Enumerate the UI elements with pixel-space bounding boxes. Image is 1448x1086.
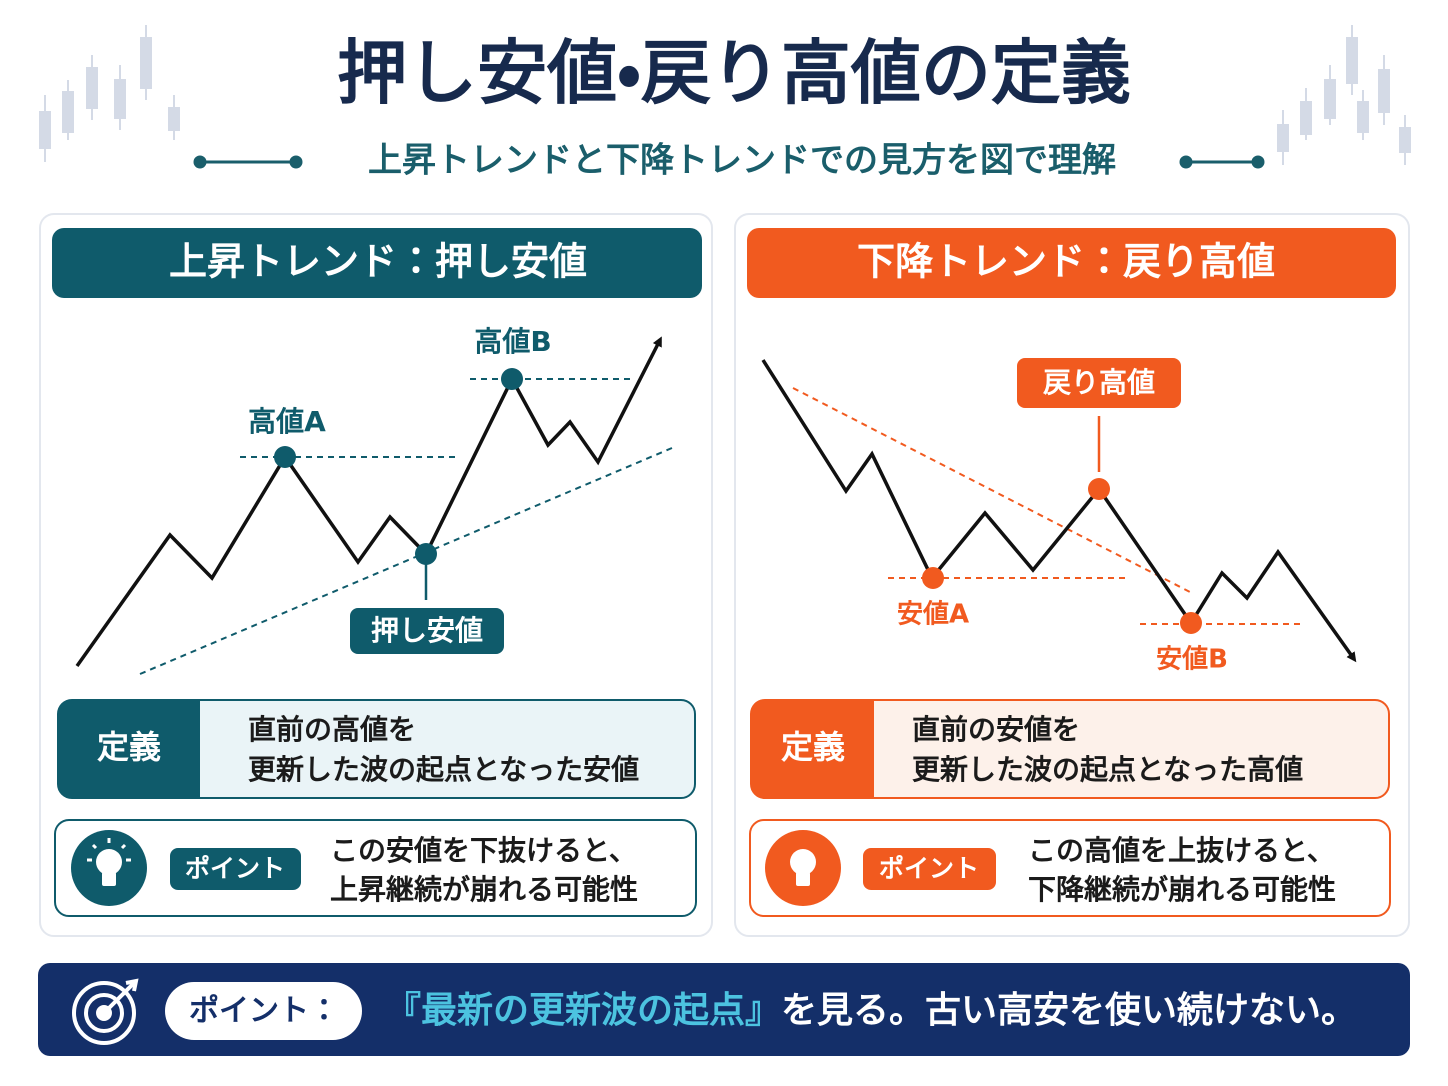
def-tag-down [751,700,874,798]
label-key-down: 戻り高値 [1042,366,1155,399]
subtitle: 上昇トレンドと下降トレンドでの見方を図で理解 [368,141,1116,181]
label-key-up: 押し安値 [371,614,483,647]
subtitle-deco [193,155,1265,169]
footer-label: ポイント： [189,994,339,1029]
point-label-down: ポイント [879,854,979,883]
header-up [52,228,702,298]
point-line: この高値を上抜けると、 [1028,834,1335,867]
bulb-icon-up [71,830,147,906]
def-label-up: 定義 [97,728,161,766]
target-icon [72,978,139,1045]
point-label-up: ポイント [185,854,285,883]
header-up-text: 上昇トレンド：押し安値 [169,240,587,284]
point-line: 上昇継続が崩れる可能性 [330,873,638,906]
def-line: 更新した波の起点となった安値 [248,753,639,786]
footer-message: 『最新の更新波の起点』を見る。古い高安を使い続けない。 [385,990,1357,1031]
point-pill-up [170,848,301,890]
footer-text: を見る。古い高安を使い続けない。 [781,990,1357,1031]
title: 押し安値・戻り高値の定義 [337,32,1131,114]
header-down [747,228,1396,298]
label-high-b: 高値B [474,325,551,358]
point-pill-down [863,848,996,890]
key-box-down [1017,358,1181,408]
footer-highlight: 『最新の更新波の起点』 [385,990,781,1031]
chart-up [75,336,673,675]
def-tag-up [58,700,200,798]
chart-down [761,359,1357,663]
candles-left [39,25,180,162]
footer-pill [165,982,362,1040]
footer-bar [38,963,1410,1056]
label-low-a: 安値A [897,599,969,630]
point-line: 下降継続が崩れる可能性 [1028,873,1336,906]
key-box-up [350,608,504,654]
bulb-icon-down [765,830,841,906]
candles-right [1277,25,1411,165]
label-low-b: 安値B [1156,644,1228,675]
def-line: 直前の高値を [248,713,416,746]
def-line: 更新した波の起点となった高値 [912,753,1303,786]
label-high-a: 高値A [248,405,326,438]
point-box-up [54,819,697,917]
def-label-down: 定義 [781,728,845,766]
point-box-down [749,819,1391,917]
def-line: 直前の安値を [912,713,1080,746]
header-down-text: 下降トレンド：戻り高値 [857,240,1275,284]
point-line: この安値を下抜けると、 [330,834,637,867]
